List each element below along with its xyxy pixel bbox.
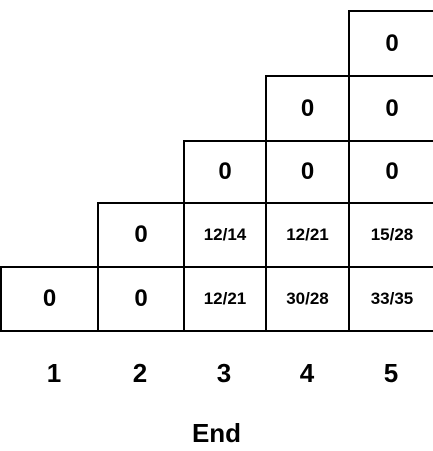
end-label: End bbox=[191, 418, 242, 448]
grid-cell: 0 bbox=[183, 140, 267, 204]
grid-cell: 0 bbox=[265, 75, 350, 142]
grid-cell: 0 bbox=[97, 266, 185, 332]
grid-cell: 0 bbox=[97, 202, 185, 268]
grid-cell: 15/28 bbox=[348, 202, 433, 268]
grid-cell: 0 bbox=[0, 266, 99, 332]
column-label: 4 bbox=[299, 358, 315, 388]
column-label: 3 bbox=[216, 358, 232, 388]
grid-cell: 0 bbox=[348, 10, 433, 77]
grid-cell: 33/35 bbox=[348, 266, 433, 332]
grid-cell: 30/28 bbox=[265, 266, 350, 332]
grid-cell: 12/21 bbox=[265, 202, 350, 268]
column-label: 1 bbox=[46, 358, 62, 388]
grid-cell: 12/21 bbox=[183, 266, 267, 332]
grid-cell: 0 bbox=[348, 140, 433, 204]
column-label: 2 bbox=[132, 358, 148, 388]
grid-cell: 12/14 bbox=[183, 202, 267, 268]
grid-cell: 0 bbox=[265, 140, 350, 204]
grid-cell: 0 bbox=[348, 75, 433, 142]
column-label: 5 bbox=[383, 358, 399, 388]
